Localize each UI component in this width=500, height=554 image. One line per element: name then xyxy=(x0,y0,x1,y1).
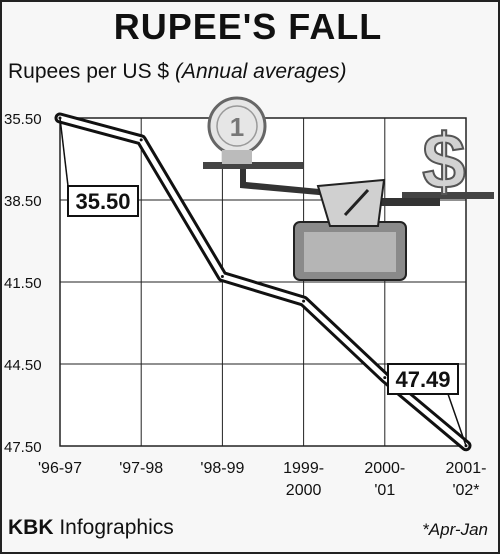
data-point xyxy=(383,376,387,380)
data-label: 47.49 xyxy=(395,367,450,392)
y-tick-label: 41.50 xyxy=(4,275,42,292)
rupee-coin-icon xyxy=(207,96,267,164)
balance-left-arm xyxy=(203,162,303,169)
callout-leader xyxy=(59,117,69,187)
callouts: 35.50 47.49 xyxy=(59,117,467,446)
dollar-sign-icon: $ xyxy=(422,117,465,205)
balance-left-link xyxy=(240,169,330,196)
y-tick-label: 47.50 xyxy=(4,439,42,456)
x-tick-label: '98-99 xyxy=(200,460,244,477)
data-point xyxy=(220,275,224,279)
data-point xyxy=(139,138,143,142)
x-tick-label: '96-97 xyxy=(38,460,82,477)
y-tick-label: 35.50 xyxy=(4,111,42,128)
credit: KBK Infographics xyxy=(8,516,174,540)
axis-labels: 35.50 38.50 41.50 44.50 47.50 '96-97 '97-98 '98… xyxy=(4,111,486,499)
scale-needle xyxy=(343,188,370,217)
x-tick-label-line2: '02* xyxy=(452,482,479,499)
credit-rest: Infographics xyxy=(53,516,174,539)
coin-denomination: 1 xyxy=(230,112,244,142)
x-tick-label: '97-98 xyxy=(119,460,163,477)
x-tick-label: 1999- xyxy=(283,460,324,477)
scale-dial xyxy=(316,178,386,227)
x-tick-label: 2000- xyxy=(364,460,405,477)
balance-right-link xyxy=(378,198,440,206)
y-tick-label: 38.50 xyxy=(4,193,42,210)
chart-subtitle: Rupees per US $ (Annual averages) xyxy=(8,60,347,84)
x-tick-label: 2001- xyxy=(446,460,487,477)
subtitle-note: (Annual averages) xyxy=(174,60,347,83)
y-tick-label: 44.50 xyxy=(4,357,42,374)
chart-title: RUPEE'S FALL xyxy=(113,6,383,47)
callout-box xyxy=(387,363,459,395)
x-tick-label-line2: 2000 xyxy=(286,482,322,499)
data-label: 35.50 xyxy=(75,189,130,214)
subtitle-unit: Rupees per US $ xyxy=(8,60,170,83)
balance-right-arm xyxy=(402,192,494,199)
credit-brand: KBK xyxy=(8,516,54,539)
callout-leader xyxy=(447,393,467,446)
footnote: *Apr-Jan xyxy=(422,520,488,539)
data-point xyxy=(302,299,306,303)
scale-base-inner xyxy=(304,232,396,272)
callout-box xyxy=(67,185,139,217)
scale-illustration: 1 $ xyxy=(203,96,494,281)
x-tick-label-line2: '01 xyxy=(374,482,395,499)
